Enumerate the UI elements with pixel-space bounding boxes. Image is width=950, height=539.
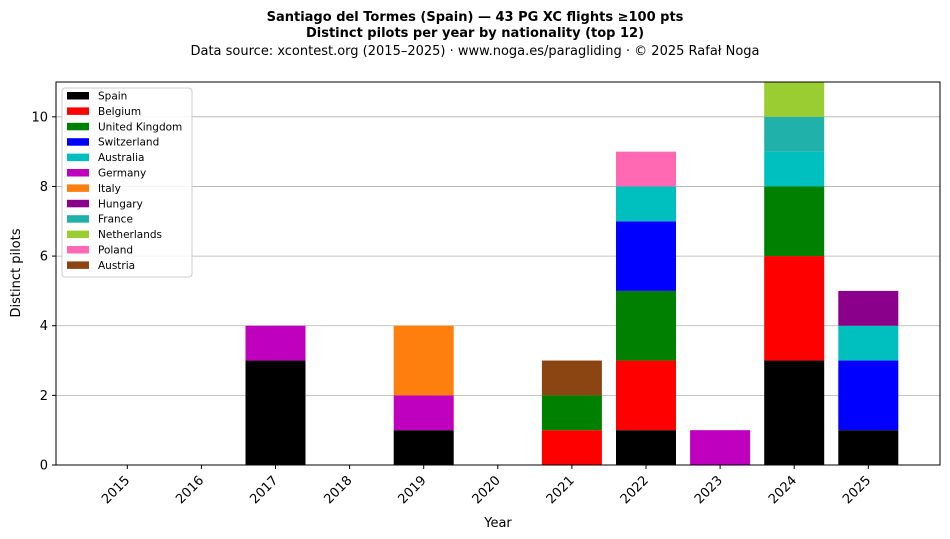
legend-label-poland: Poland (98, 245, 133, 257)
x-tick-label-2015: 2015 (99, 473, 133, 507)
chart-source: Data source: xcontest.org (2015–2025) · … (190, 44, 759, 59)
legend: Spain Belgium United Kingdom Switzerland Aus… (61, 87, 193, 278)
legend-swatch-hungary (67, 199, 89, 208)
legend-swatch-australia (67, 153, 89, 162)
legend-label-germany: Germany (98, 168, 146, 180)
bar-2021-united-kingdom (541, 395, 602, 431)
y-tick-label-4: 8 (40, 180, 48, 195)
bar-2024-spain (764, 360, 825, 465)
legend-swatch-netherlands (67, 230, 89, 239)
legend-swatch-france (67, 215, 89, 223)
legend-label-united-kingdom: United Kingdom (98, 121, 182, 133)
chart-subtitle: Distinct pilots per year by nationality … (306, 26, 644, 41)
x-tick-label-2017: 2017 (247, 473, 281, 507)
y-axis: 0 2 4 6 8 10 (31, 110, 56, 474)
bar-2022-australia (616, 186, 676, 222)
bar-2017-germany (245, 325, 306, 361)
bar-2022-spain (616, 430, 676, 465)
legend-label-france: France (98, 214, 133, 226)
legend-frame (61, 87, 193, 278)
y-tick-label-3: 6 (40, 250, 48, 265)
x-tick-label-2024: 2024 (766, 473, 800, 507)
x-axis-label: Year (483, 516, 512, 531)
x-tick-label-2021: 2021 (544, 473, 578, 507)
y-axis-label: Distinct pilots (9, 228, 24, 317)
legend-label-hungary: Hungary (98, 198, 143, 210)
legend-swatch-united-kingdom (67, 122, 89, 131)
bar-2022-united-kingdom (616, 290, 676, 361)
bar-2021-belgium (541, 430, 602, 465)
bar-2025-spain (838, 430, 899, 465)
x-axis: 2015 2016 2017 2018 2019 2020 2021 2022 2023 2024… (99, 465, 874, 507)
bar-2019-germany (393, 395, 454, 431)
bar-2024-netherlands (764, 82, 825, 117)
legend-swatch-poland (67, 246, 89, 254)
bar-2024-united-kingdom (764, 186, 825, 257)
bar-2022-poland (616, 151, 676, 187)
x-tick-label-2023: 2023 (692, 473, 726, 507)
x-tick-label-2025: 2025 (840, 473, 874, 507)
bar-2024-france (764, 116, 825, 152)
bar-2024-belgium (764, 256, 825, 361)
bar-2025-australia (838, 325, 899, 361)
y-tick-label-2: 4 (40, 319, 48, 334)
y-tick-label-5: 10 (31, 110, 48, 125)
legend-swatch-germany (67, 169, 89, 177)
x-tick-label-2016: 2016 (173, 473, 207, 507)
chart-title: Santiago del Tormes (Spain) — 43 PG XC f… (267, 10, 684, 25)
bar-2021-austria (541, 360, 602, 396)
legend-swatch-spain (67, 92, 89, 100)
bar-2022-switzerland (616, 221, 676, 291)
legend-swatch-belgium (67, 107, 89, 115)
bar-2025-hungary (838, 290, 899, 326)
legend-label-australia: Australia (98, 152, 144, 164)
legend-label-austria: Austria (98, 260, 135, 272)
x-tick-label-2022: 2022 (618, 473, 652, 507)
bar-2019-italy (393, 325, 454, 396)
legend-label-belgium: Belgium (98, 106, 141, 118)
y-tick-label-1: 2 (40, 389, 48, 404)
bar-2024-australia (764, 151, 825, 187)
bar-2019-spain (393, 430, 454, 465)
legend-label-italy: Italy (98, 183, 121, 195)
legend-label-switzerland: Switzerland (98, 137, 159, 149)
x-tick-label-2020: 2020 (470, 473, 504, 507)
bar-2023-germany (690, 430, 751, 465)
legend-swatch-switzerland (67, 138, 89, 146)
x-tick-label-2019: 2019 (396, 473, 430, 507)
bars (245, 82, 899, 465)
legend-label-netherlands: Netherlands (98, 229, 162, 241)
bar-2025-switzerland (838, 360, 899, 431)
y-tick-label-0: 0 (40, 459, 48, 474)
legend-swatch-austria (67, 261, 89, 269)
bar-2017-spain (245, 360, 306, 465)
legend-label-spain: Spain (98, 91, 127, 103)
legend-swatch-italy (67, 184, 89, 192)
bar-2022-belgium (616, 360, 676, 431)
x-tick-label-2018: 2018 (321, 473, 355, 507)
